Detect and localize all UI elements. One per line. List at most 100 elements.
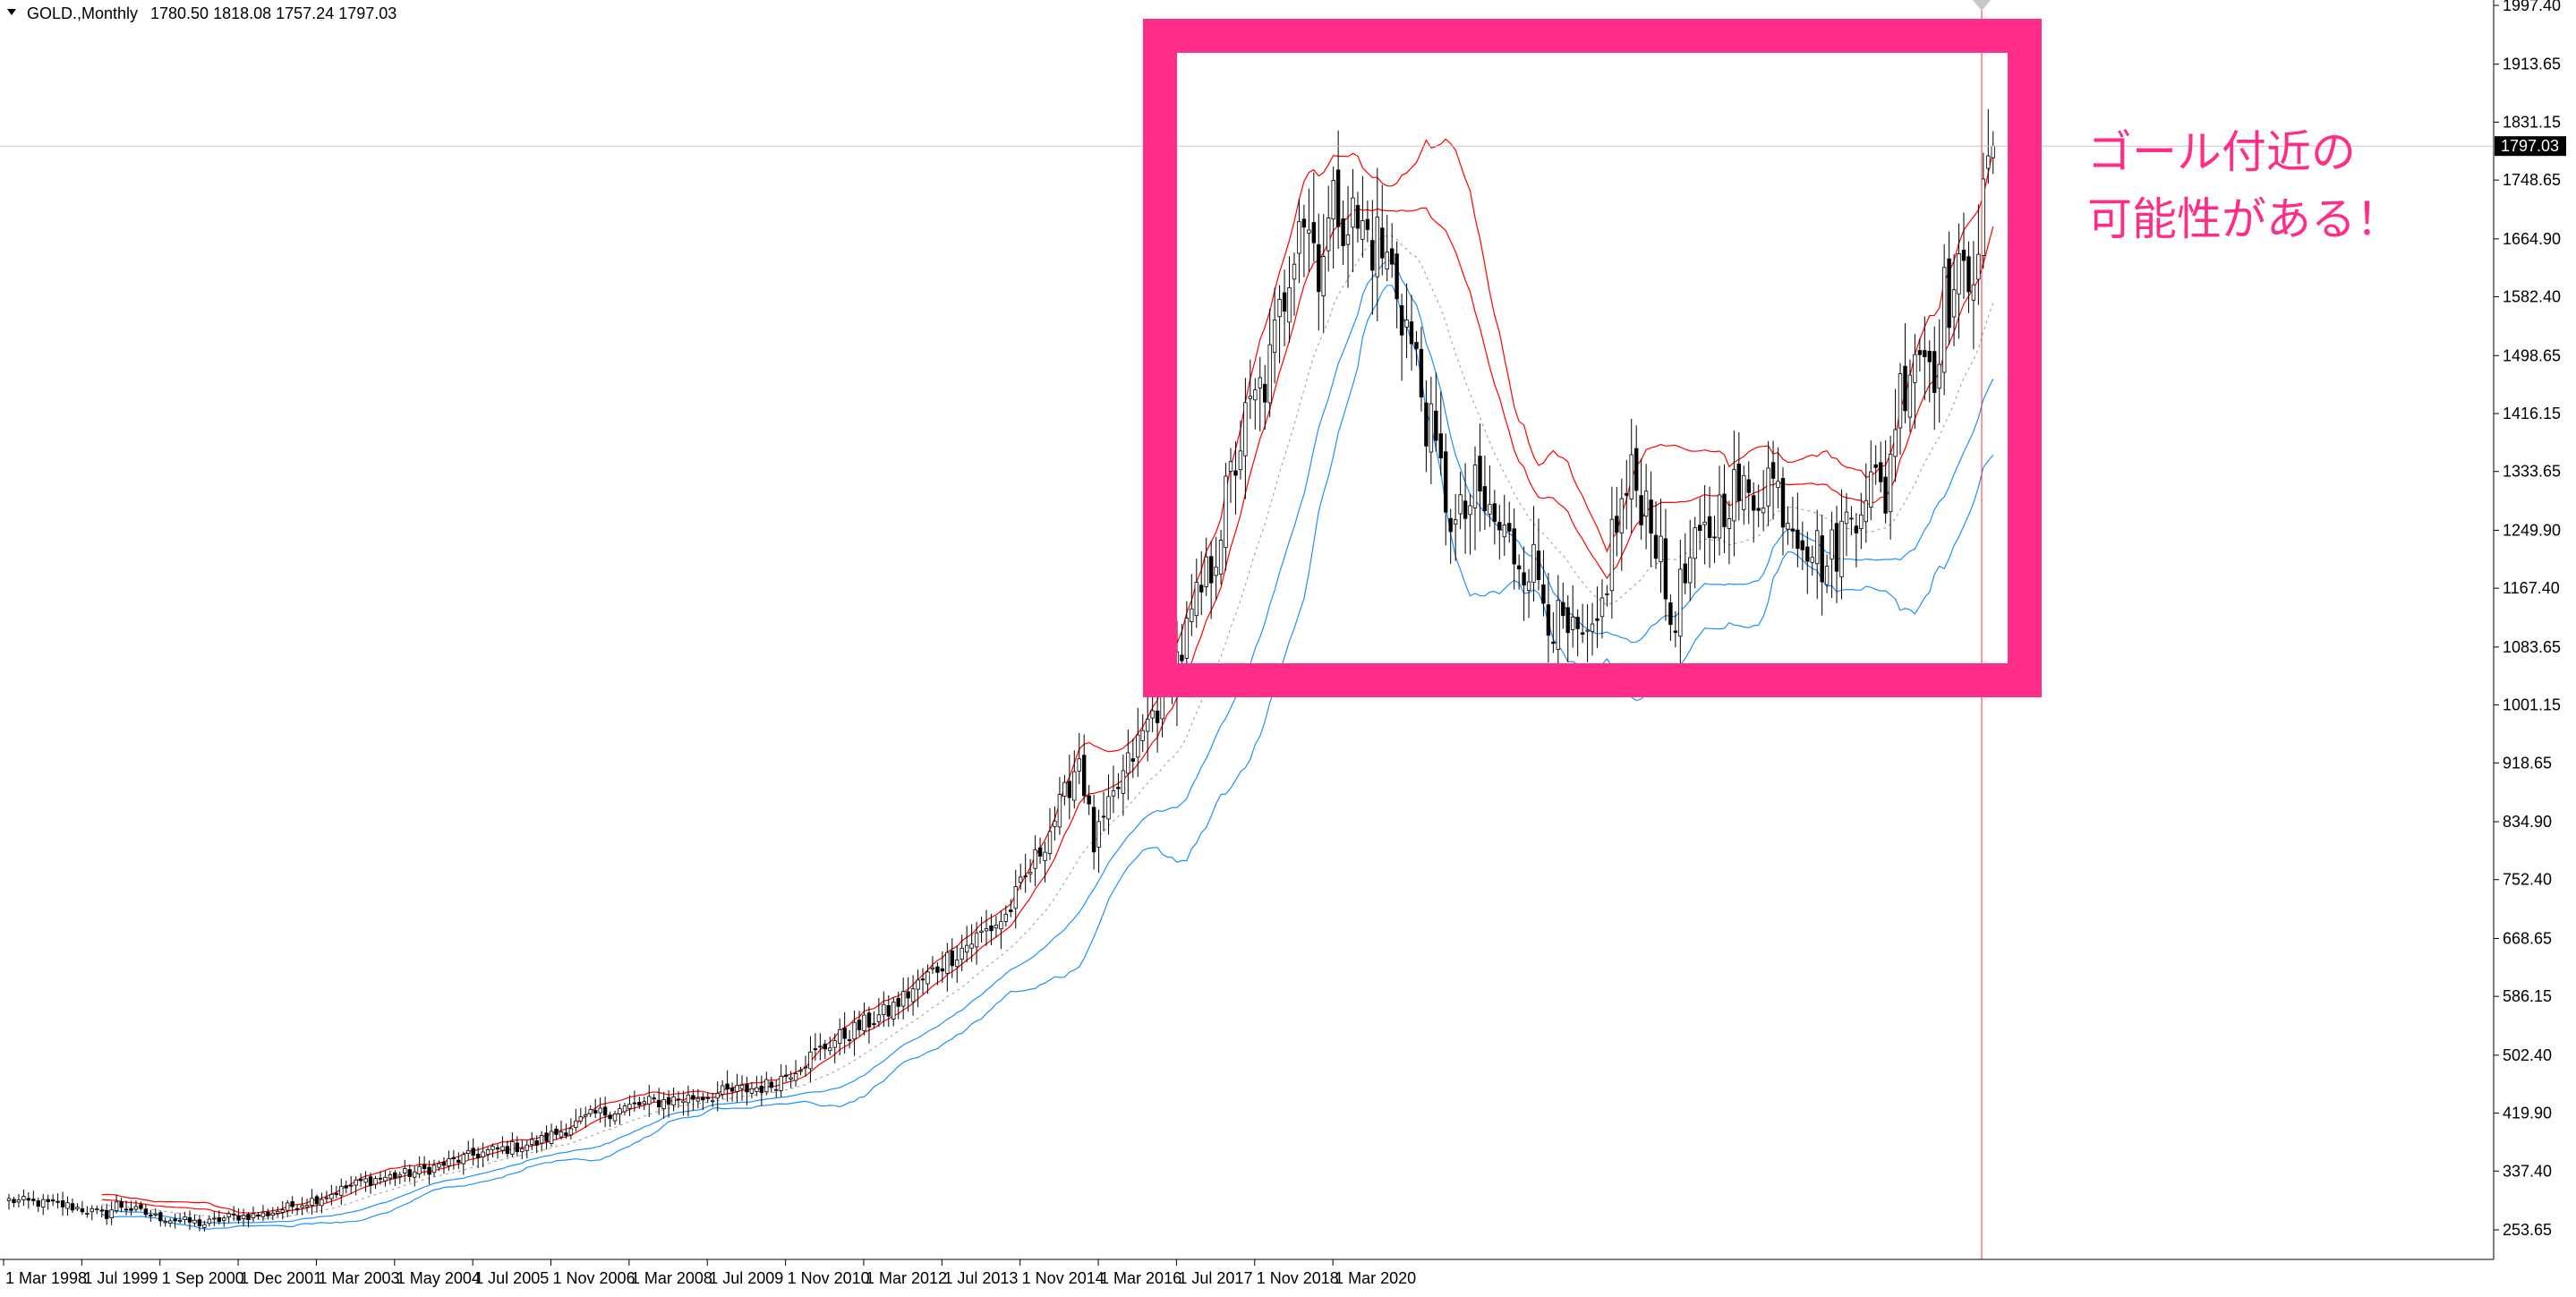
candle	[510, 1131, 515, 1157]
candle	[1643, 464, 1649, 550]
candle	[290, 1196, 294, 1214]
candle	[251, 1206, 256, 1222]
candle	[149, 1209, 153, 1223]
candle-body-up	[1599, 597, 1605, 618]
candle	[652, 1094, 656, 1103]
candle-body-down	[1770, 462, 1776, 479]
candle	[441, 1156, 447, 1174]
candle	[417, 1156, 422, 1179]
candle	[1830, 511, 1834, 599]
candle-body-up	[1776, 481, 1780, 489]
candle	[1595, 586, 1599, 648]
candle-body-up	[965, 944, 969, 953]
candle-body-down	[1209, 556, 1214, 584]
candle-body-up	[324, 1197, 329, 1199]
candle	[1448, 508, 1453, 564]
candle-body-up	[1585, 629, 1590, 632]
current-price-tag: 1797.03	[2495, 136, 2566, 157]
candle	[109, 1201, 114, 1225]
candle	[945, 943, 950, 992]
candle-body-down	[1536, 550, 1541, 580]
candle-body-up	[90, 1207, 94, 1213]
candle-body-down	[1516, 565, 1522, 570]
candle	[397, 1172, 402, 1184]
candle-body-up	[715, 1093, 720, 1099]
candle-body-down	[1424, 402, 1429, 447]
candle	[1668, 594, 1673, 642]
price-tick-label: 1167.40	[2503, 579, 2560, 597]
candle-body-down	[725, 1083, 729, 1090]
candle-body-down	[701, 1096, 705, 1101]
candle-body-down	[197, 1219, 202, 1226]
candle-body-up	[65, 1202, 70, 1209]
candle	[530, 1131, 534, 1150]
candle	[500, 1136, 505, 1155]
candle-body-up	[711, 1100, 715, 1103]
candle	[1454, 493, 1458, 561]
candle	[769, 1077, 773, 1093]
candle-body-up	[1727, 518, 1732, 529]
candle-body-up	[1702, 521, 1707, 525]
candle-body-up	[1693, 527, 1697, 559]
candle-body-up	[16, 1199, 21, 1203]
candle-body-up	[1991, 145, 1995, 158]
candle-body-up	[1214, 567, 1218, 576]
candle	[85, 1206, 90, 1218]
time-tick-label: 1 Jul 2009	[709, 1269, 783, 1287]
candle-body-up	[520, 1148, 525, 1153]
candle	[618, 1103, 622, 1125]
candle-body-down	[783, 1074, 789, 1077]
candle-body-up	[916, 979, 920, 990]
candle	[637, 1096, 642, 1109]
candle	[427, 1160, 431, 1185]
candle	[1190, 574, 1194, 636]
candle	[1087, 785, 1091, 815]
candle-body-down	[1082, 755, 1087, 797]
candle	[105, 1203, 109, 1225]
candle	[294, 1204, 300, 1216]
candle	[80, 1200, 85, 1216]
candle-body-down	[1580, 632, 1585, 636]
candle	[1370, 200, 1375, 315]
time-tick-label: 1 Nov 2018	[1257, 1269, 1339, 1287]
candle-body-down	[1625, 493, 1629, 496]
candle	[1194, 559, 1198, 628]
candle-body-down	[158, 1212, 163, 1222]
candle	[1512, 508, 1516, 590]
candle	[412, 1165, 417, 1187]
candle-body-down	[1923, 350, 1927, 358]
candle-body-down	[1565, 607, 1570, 634]
candle-body-up	[1786, 523, 1790, 530]
price-tick-label: 1249.90	[2503, 521, 2561, 539]
candle	[12, 1196, 16, 1207]
candle	[304, 1199, 310, 1213]
candle	[1752, 482, 1756, 543]
candle-body-up	[251, 1213, 256, 1219]
candle	[1077, 732, 1081, 784]
candle	[759, 1075, 763, 1106]
candle	[701, 1092, 705, 1111]
time-tick-label: 1 Nov 2014	[1022, 1269, 1105, 1287]
candle-body-up	[1488, 504, 1492, 515]
candle	[1693, 516, 1697, 589]
candle-body-up	[417, 1165, 422, 1174]
candle	[1126, 730, 1130, 800]
candle-body-up	[276, 1210, 280, 1214]
candle	[246, 1212, 251, 1228]
candle-body-up	[1277, 298, 1282, 318]
candle-body-up	[1605, 593, 1609, 595]
symbol-dropdown-icon[interactable]	[7, 9, 16, 15]
candle	[50, 1194, 55, 1207]
candle-body-up	[979, 930, 984, 933]
candle-body-up	[622, 1105, 627, 1113]
candle-body-up	[1849, 517, 1854, 520]
candle-body-up	[1003, 913, 1008, 922]
candle	[70, 1198, 75, 1214]
candle-body-down	[1434, 410, 1438, 441]
candle	[1712, 516, 1717, 563]
candle	[481, 1142, 485, 1168]
candle	[1209, 541, 1214, 619]
candle-body-up	[270, 1212, 275, 1216]
